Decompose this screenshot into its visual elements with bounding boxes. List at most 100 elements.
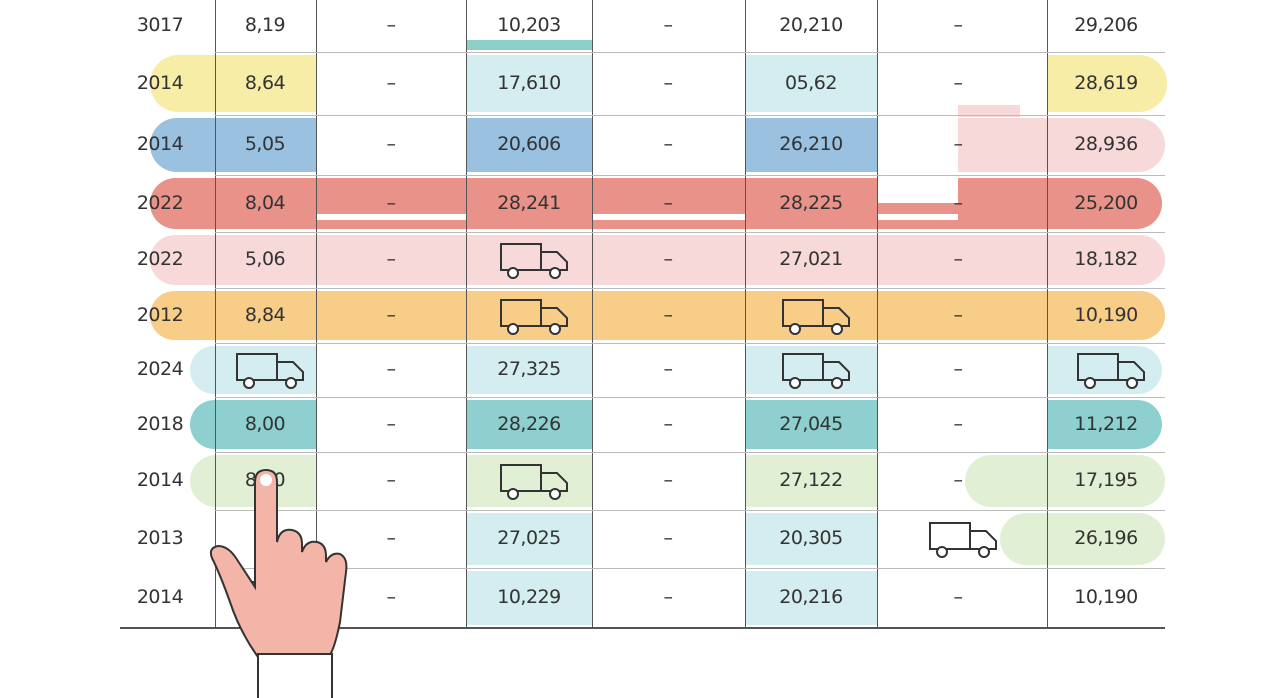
row-highlight [745,118,877,172]
value-cell: – [953,303,964,326]
value-cell: – [953,358,964,380]
truck-graphic [929,522,997,558]
value-cell: – [663,469,674,491]
value-cell: 05,62 [785,71,837,94]
column-divider [745,0,746,628]
row-highlight [466,400,592,449]
value-cell: – [386,358,397,380]
value-cell: 26,196 [1074,527,1138,549]
value-cell: – [386,469,397,491]
row-divider [215,397,1165,398]
row-gap [316,214,466,220]
value-cell: – [953,14,964,36]
row-divider [215,452,1165,453]
row-highlight [745,513,877,565]
truck-icon [781,296,853,340]
row-highlight [958,118,1165,172]
truck-icon [1076,350,1148,394]
row-highlight [466,40,592,50]
row-divider [215,510,1165,511]
value-cell: 20,606 [497,133,561,155]
value-cell: 10,190 [1074,586,1138,608]
value-cell: – [953,191,964,214]
value-cell: – [953,412,964,435]
value-cell: – [663,14,674,36]
value-cell: 8,00 [244,412,286,435]
value-cell: 27,122 [779,469,843,491]
value-cell: 8,84 [244,303,286,326]
value-cell: 29,206 [1074,14,1138,36]
row-divider [215,115,1165,116]
row-divider [215,343,1165,344]
value-cell: 28,225 [779,191,843,214]
row-highlight [150,235,1165,285]
value-cell: 5,06 [244,248,286,270]
row-highlight [466,118,592,172]
row-highlight [1000,513,1165,565]
truck-icon [499,296,571,340]
value-cell: 27,021 [779,248,843,270]
value-cell: – [663,412,674,435]
row-highlight [1047,400,1162,449]
row-gap [877,214,958,220]
value-cell: – [953,469,964,491]
row-highlight [958,105,1020,117]
row-highlight [466,55,592,112]
truck-icon [781,350,853,394]
value-cell: – [663,303,674,326]
value-cell: 20,216 [779,586,843,608]
value-cell: 25,200 [1074,191,1138,214]
row-gap [592,214,745,220]
value-cell: 20,210 [779,14,843,36]
value-cell: – [386,191,397,214]
year-cell: 2012 [136,303,184,326]
column-divider [466,0,467,628]
row-divider [215,568,1165,569]
value-cell: – [663,248,674,270]
value-cell: 10,203 [497,14,561,36]
pointing-hand [209,468,348,698]
row-highlight [150,55,316,112]
row-highlight [745,571,877,625]
value-cell: – [386,248,397,270]
year-cell: 2014 [136,469,184,491]
value-cell: 27,325 [497,358,561,380]
row-highlight [150,178,1162,229]
value-cell: – [386,133,397,155]
truck-graphic [500,298,568,335]
value-cell: 8,04 [244,191,286,214]
value-cell: 28,936 [1074,133,1138,155]
row-highlight [466,513,592,565]
table-bottom-rule [120,627,1165,629]
value-cell: – [386,527,397,549]
column-divider [316,0,317,628]
year-cell: 2018 [136,412,184,435]
row-divider [215,288,1165,289]
truck-graphic [782,353,850,389]
value-cell: – [663,358,674,380]
row-highlight [150,291,1165,340]
value-cell: 8,19 [244,14,286,36]
year-cell: 2014 [136,71,184,94]
row-highlight [466,571,592,625]
value-cell: 11,212 [1074,412,1138,435]
row-highlight [1047,55,1167,112]
value-cell: 28,226 [497,412,561,435]
year-cell: 2024 [136,358,184,380]
value-cell: – [953,586,964,608]
truck-icon [499,240,571,284]
truck-graphic [1077,353,1145,389]
column-divider [1047,0,1048,628]
value-cell: – [953,248,964,270]
year-cell: 2022 [136,248,184,270]
value-cell: 27,045 [779,412,843,435]
truck-graphic [500,243,568,279]
value-cell: – [953,133,964,155]
value-cell: – [386,412,397,435]
year-cell: 2022 [136,191,184,214]
row-highlight [466,455,592,507]
value-cell: 27,025 [497,527,561,549]
value-cell: 26,210 [779,133,843,155]
value-cell: – [663,191,674,214]
